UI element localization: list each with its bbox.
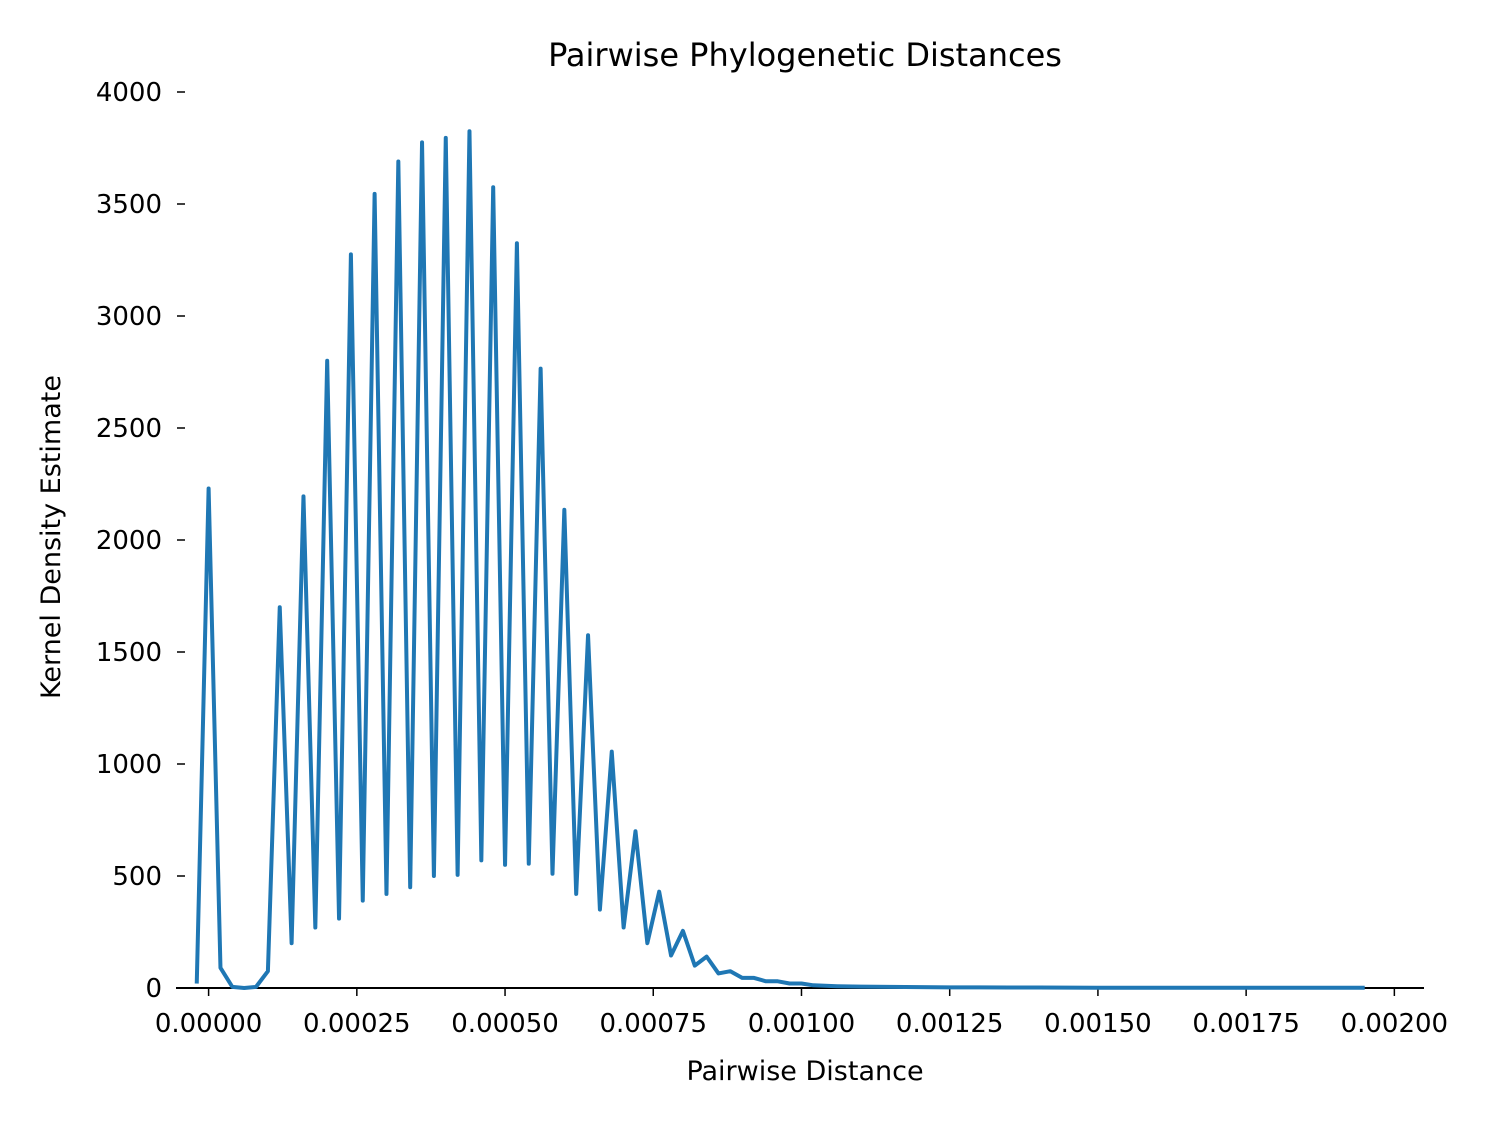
x-tick-label: 0.00075 [599, 1009, 707, 1039]
y-tick-label: 0 [145, 974, 162, 1004]
y-tick-label: 1000 [96, 750, 162, 780]
y-axis: 0 500 1000 1500 2000 2500 3000 3500 4000 [96, 78, 185, 1004]
x-tick-label: 0.00175 [1192, 1009, 1300, 1039]
y-tick-label: 2000 [96, 526, 162, 556]
y-tick-label: 3500 [96, 190, 162, 220]
x-tick-label: 0.00050 [451, 1009, 559, 1039]
x-tick-label: 0.00200 [1341, 1009, 1449, 1039]
kde-series-line [194, 129, 1365, 990]
x-tick-label: 0.00100 [748, 1009, 856, 1039]
y-axis-label: Kernel Density Estimate [36, 375, 67, 699]
x-tick-label: 0.00150 [1044, 1009, 1152, 1039]
x-tick-label: 0.00025 [303, 1009, 411, 1039]
chart-title: Pairwise Phylogenetic Distances [548, 36, 1062, 74]
x-tick-label: 0.00125 [896, 1009, 1004, 1039]
x-tick-label: 0.00000 [155, 1009, 263, 1039]
y-tick-label: 3000 [96, 302, 162, 332]
y-tick-label: 500 [112, 862, 162, 892]
plot-area [194, 129, 1365, 990]
x-axis-label: Pairwise Distance [686, 1056, 923, 1087]
y-tick-label: 2500 [96, 414, 162, 444]
y-tick-label: 4000 [96, 78, 162, 108]
x-axis: 0.00000 0.00025 0.00050 0.00075 0.00100 0.001… [155, 987, 1449, 1039]
y-tick-label: 1500 [96, 638, 162, 668]
